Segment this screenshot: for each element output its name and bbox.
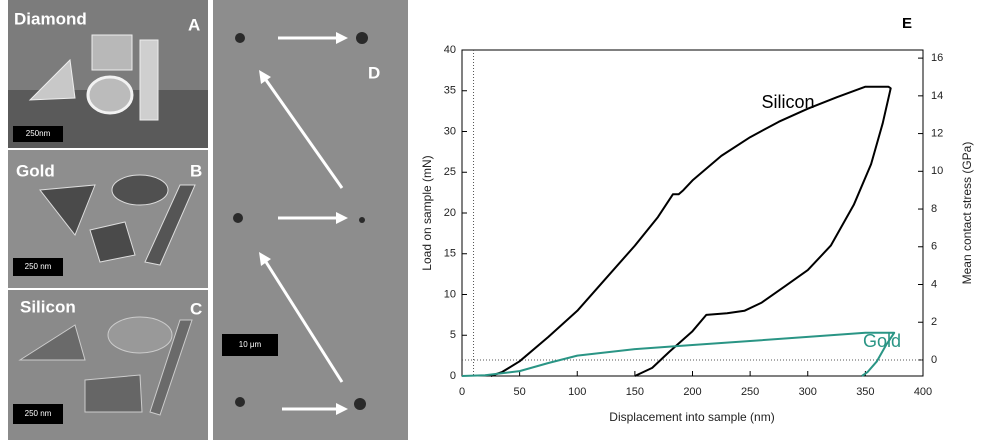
y-tick-label: 5 [450, 329, 456, 341]
y2-axis-label: Mean contact stress (GPa) [960, 142, 974, 285]
scale-bar: 250 nm [25, 262, 52, 271]
y-tick-label: 25 [444, 166, 456, 178]
y-tick-label: 30 [444, 125, 456, 137]
y-tick-label: 40 [444, 44, 456, 56]
panel-title: Silicon [20, 297, 76, 316]
y2-tick-label: 4 [931, 278, 937, 290]
y2-tick-label: 16 [931, 52, 943, 64]
scale-bar: 250nm [26, 129, 51, 138]
x-tick-label: 50 [514, 386, 526, 398]
y2-tick-label: 10 [931, 165, 943, 177]
series-line [461, 331, 896, 377]
plot-frame [461, 49, 924, 377]
y2-tick-label: 2 [931, 316, 937, 328]
sem-panel-a: Diamond A 250nm [8, 0, 208, 148]
y2-tick-label: 6 [931, 241, 937, 253]
x-tick-label: 300 [799, 386, 817, 398]
x-axis-label: Displacement into sample (nm) [609, 410, 774, 424]
panel-letter: C [190, 299, 202, 318]
y-axis-label: Load on sample (mN) [420, 155, 434, 270]
series-label: Silicon [761, 92, 814, 112]
x-tick-label: 250 [741, 386, 759, 398]
panel-letter: D [368, 63, 380, 82]
series-line [490, 85, 892, 377]
sem-panel-b: Gold B 250 nm [8, 150, 208, 288]
y-tick-label: 15 [444, 248, 456, 260]
panel-letter: E [902, 15, 912, 32]
sem-panel-d: D 10 μm [213, 0, 408, 440]
y2-tick-label: 12 [931, 127, 943, 139]
x-tick-label: 0 [459, 386, 465, 398]
panel-title: Diamond [14, 9, 87, 28]
x-tick-label: 200 [683, 386, 701, 398]
y-tick-label: 20 [444, 207, 456, 219]
panel-letter: B [190, 161, 202, 180]
x-tick-label: 150 [626, 386, 644, 398]
y2-tick-label: 14 [931, 90, 943, 102]
y-tick-label: 0 [450, 370, 456, 382]
y2-tick-label: 0 [931, 354, 937, 366]
y-tick-label: 35 [444, 85, 456, 97]
y-tick-label: 10 [444, 288, 456, 300]
x-tick-label: 400 [914, 386, 932, 398]
panel-title: Gold [16, 161, 55, 180]
scale-bar: 10 μm [239, 340, 262, 349]
x-tick-label: 350 [856, 386, 874, 398]
y2-tick-label: 8 [931, 203, 937, 215]
panel-letter: A [188, 15, 200, 34]
scale-bar: 250 nm [25, 409, 52, 418]
x-tick-label: 100 [568, 386, 586, 398]
sem-panel-c: Silicon C 250 nm [8, 290, 208, 440]
